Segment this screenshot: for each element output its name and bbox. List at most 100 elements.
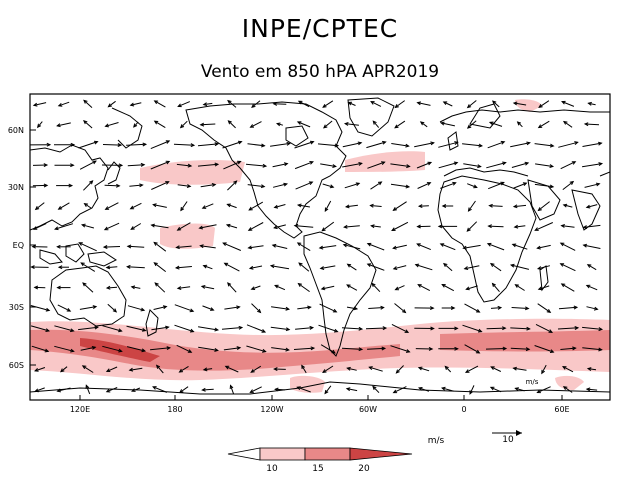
wind-arrow [444,366,452,373]
wind-arrow-head [569,180,575,186]
wind-arrow [537,244,551,249]
wind-arrow-head [548,329,554,333]
wind-arrow-head [118,348,123,353]
coast-scandinavia [469,103,501,129]
wind-arrow [317,143,339,147]
wind-arrow [558,306,578,310]
wind-arrow-head [142,142,148,147]
map-unit-note: m/s [526,378,539,386]
wind-arrow-head [118,328,123,333]
wind-arrow [57,122,71,127]
wind-arrow-head [392,207,397,211]
wind-arrow [297,242,311,252]
wind-arrow [272,163,288,168]
wind-arrow-head [224,365,230,370]
wind-arrow [490,366,502,372]
wind-arrow-head [296,386,301,391]
wind-arrow [438,141,458,148]
wind-arrow [558,141,578,148]
wind-arrow [370,101,382,107]
wind-arrow-head [371,282,376,288]
wind-arrow [418,387,430,392]
wind-arrow [324,200,332,212]
wind-arrow-head [466,124,472,129]
wind-arrow [586,204,598,208]
wind-arrow [587,264,597,271]
wind-arrow-head [380,305,385,310]
wind-arrow-head [441,204,447,208]
wind-arrow-head [189,308,195,313]
wind-arrow-head [473,184,478,189]
wind-arrow [127,266,145,269]
wind-arrow-head [428,346,434,351]
wind-arrow-head [324,207,329,213]
wind-arrow [202,388,214,391]
wind-arrow-head [175,245,180,250]
wind-arrow [176,245,192,248]
wind-arrow-head [201,205,207,209]
wind-arrow-head [512,101,518,106]
wind-arrow [562,366,574,373]
wind-arrow-head [178,368,184,373]
wind-arrow-head [358,326,364,331]
wind-arrow-head [429,306,435,311]
wind-arrow-head [355,182,361,187]
wind-arrow-head [57,102,63,107]
wind-arrow [367,243,385,251]
wind-arrow-head [500,140,506,145]
wind-arrow-head [394,104,399,109]
wind-arrow-head [526,326,531,331]
wind-arrow-head [174,265,180,270]
wind-arrow-head [139,183,144,188]
coast-africa [437,175,537,303]
wind-arrow-head [392,245,397,250]
wind-arrow [106,366,118,372]
wind-arrow [203,265,213,270]
wind-arrow [322,183,334,188]
coast-hudson-bay [285,125,309,147]
wind-arrow-head [430,326,435,331]
wind-arrow [417,284,431,292]
wind-arrow [249,265,263,269]
wind-arrow-head [358,347,364,352]
wind-arrow [79,160,97,170]
shade-patch-arctic [515,99,542,112]
wind-arrow-head [43,183,49,188]
wind-arrow [107,303,117,313]
wind-arrow-head [426,182,432,186]
wind-arrow [176,266,192,269]
wind-arrow [197,143,219,147]
wind-arrow [106,387,118,393]
wind-arrow-head [248,265,254,270]
wind-arrow [174,304,194,312]
wind-arrow-head [70,163,75,168]
wind-arrow [372,386,380,394]
wind-arrow [295,327,313,330]
wind-arrow-head [405,143,410,148]
wind-arrow-head [126,244,132,249]
wind-arrow [246,324,266,333]
wind-arrow-head [261,143,266,148]
wind-arrow-head [582,243,588,248]
wind-arrow-head [273,367,278,372]
wind-arrow [298,100,310,108]
wind-arrow-head [179,124,185,129]
wind-arrow-head [180,206,185,212]
wind-arrow [561,283,575,292]
wind-arrow-head [344,204,350,209]
wind-arrow [371,283,381,293]
wind-arrow [488,225,504,228]
wind-arrow-head [418,387,423,391]
color-bar-segment-low [227,447,261,461]
wind-arrow-head [585,387,591,392]
wind-arrow [513,367,527,371]
wind-arrow-head [598,347,603,352]
wind-arrow-head [394,286,400,291]
wind-arrow-head [177,103,182,108]
wind-arrow [534,183,554,188]
wind-arrow [298,262,310,272]
wind-arrow [515,284,525,291]
wind-arrow [534,222,554,231]
wind-arrow [368,307,384,309]
wind-arrow-head [309,140,315,145]
